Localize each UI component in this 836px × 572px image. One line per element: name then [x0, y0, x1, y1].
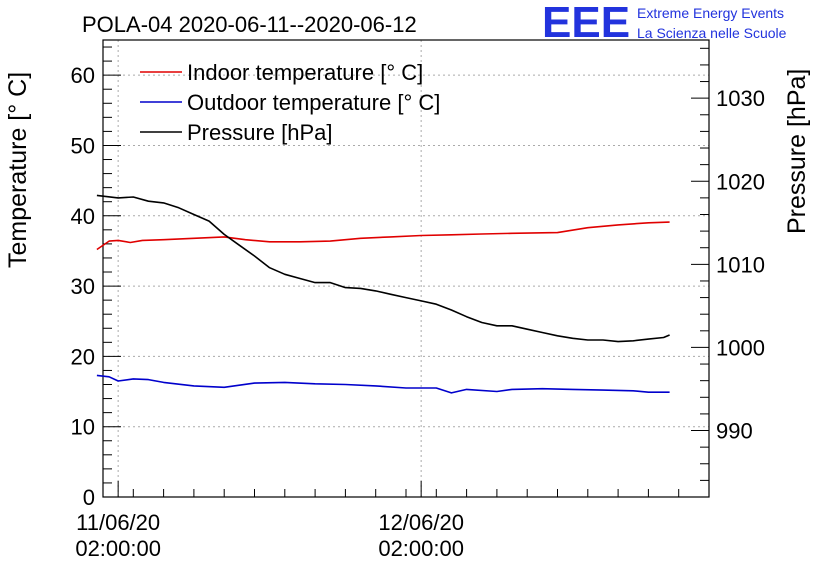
legend: Indoor temperature [° C] Outdoor temperat…	[140, 60, 440, 145]
x-tick-label-date: 11/06/20	[76, 510, 160, 535]
x-tick-label-time: 02:00:00	[75, 536, 161, 561]
left-tick-label: 0	[83, 485, 95, 510]
right-tick-label: 1020	[716, 169, 765, 194]
legend-label-2: Outdoor temperature [° C]	[187, 90, 440, 115]
right-tick-label: 1010	[716, 252, 765, 277]
left-tick-label: 30	[71, 274, 95, 299]
legend-label-1: Indoor temperature [° C]	[187, 60, 423, 85]
series-line-1	[96, 221, 670, 251]
logo-line1: Extreme Energy Events	[637, 5, 784, 21]
left-tick-label: 10	[71, 415, 95, 440]
right-axis-title: Pressure [hPa]	[783, 69, 811, 234]
right-tick-label: 990	[716, 419, 753, 444]
left-tick-label: 50	[71, 133, 95, 158]
series-line-3	[96, 194, 670, 343]
left-axis-ticks: 0 10 20 30 40 50 60	[71, 46, 121, 510]
logo-line2: La Scienza nelle Scuole	[637, 25, 787, 41]
right-tick-label: 1000	[716, 335, 765, 360]
x-tick-label-date: 12/06/20	[378, 510, 464, 535]
x-tick-label-time: 02:00:00	[378, 536, 464, 561]
right-tick-label: 1030	[716, 86, 765, 111]
series-layer	[96, 194, 670, 394]
left-axis-title: Temperature [° C]	[4, 72, 32, 268]
eee-logo: EEE Extreme Energy Events La Scienza nel…	[542, 0, 787, 47]
left-tick-label: 40	[71, 204, 95, 229]
legend-label-3: Pressure [hPa]	[187, 120, 333, 145]
chart-title: POLA-04 2020-06-11--2020-06-12	[82, 12, 417, 37]
logo-mark: EEE	[542, 0, 630, 47]
left-tick-label: 20	[71, 344, 95, 369]
grid-lines	[103, 40, 709, 497]
series-line-2	[96, 374, 670, 394]
left-tick-label: 60	[71, 63, 95, 88]
right-axis-ticks: 990 1000 1010 1020 1030	[691, 47, 765, 481]
